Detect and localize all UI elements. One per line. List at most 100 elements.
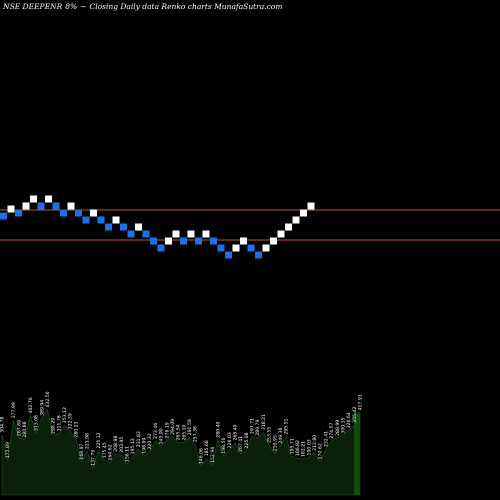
volume-label: 313.08 [34, 415, 40, 431]
renko-brick [23, 203, 30, 210]
volume-label: 198.99 [142, 438, 148, 454]
volume-label: 289.79 [255, 420, 261, 436]
volume-label: 195.71 [289, 438, 295, 454]
renko-brick [45, 196, 52, 203]
renko-brick [98, 217, 105, 224]
volume-label: 257.38 [193, 426, 199, 442]
volume-label: 402.76 [28, 397, 34, 413]
volume-label: 168.97 [79, 443, 85, 459]
volume-label: 245.90 [159, 428, 165, 444]
renko-brick [30, 196, 37, 203]
volume-label: 175.89 [5, 442, 11, 458]
volume-label: 355.42 [352, 407, 358, 423]
volume-label: 389.94 [39, 400, 45, 416]
volume-label: 265.40 [233, 424, 239, 440]
renko-brick [53, 203, 60, 210]
renko-brick [143, 231, 150, 238]
renko-brick [90, 210, 97, 217]
volume-label: 207.41 [238, 436, 244, 452]
volume-label: 326.64 [346, 412, 352, 428]
renko-brick [60, 210, 67, 217]
volume-label: 182.21 [301, 441, 307, 457]
renko-brick [293, 217, 300, 224]
volume-label: 170.62 [318, 443, 324, 459]
volume-label: 186.82 [295, 440, 301, 456]
renko-brick [120, 224, 127, 231]
volume-label: 294.09 [170, 419, 176, 435]
volume-label: 322.39 [68, 413, 74, 429]
renko-brick [233, 245, 240, 252]
renko-brick [218, 245, 225, 252]
renko-brick [15, 210, 22, 217]
renko-brick [38, 203, 45, 210]
volume-label: 208.98 [113, 436, 119, 452]
volume-label: 156.11 [125, 446, 131, 462]
renko-brick [255, 252, 262, 259]
renko-bricks [0, 196, 315, 259]
volume-label: 298.29 [51, 418, 57, 434]
volume-label: 164.62 [108, 444, 114, 460]
volume-bar-last [354, 412, 360, 495]
renko-brick [113, 217, 120, 224]
renko-brick [225, 252, 232, 259]
volume-label: 231.82 [136, 431, 142, 447]
volume-label: 232.41 [323, 431, 329, 447]
volume-label: 353.12 [62, 407, 68, 423]
renko-brick [210, 238, 217, 245]
renko-brick [105, 224, 112, 231]
volume-label: 203.95 [119, 437, 125, 453]
volume-label: 225.12 [96, 432, 102, 448]
renko-brick [278, 231, 285, 238]
renko-brick [240, 238, 247, 245]
volume-label: 265.54 [176, 424, 182, 440]
volume-label: 318.21 [261, 414, 267, 430]
renko-brick [270, 238, 277, 245]
renko-brick [158, 245, 165, 252]
volume-label: 300.35 [341, 417, 347, 433]
renko-brick [8, 206, 15, 213]
renko-brick [248, 245, 255, 252]
renko-brick [128, 231, 135, 238]
volume-label: 225.08 [244, 432, 250, 448]
renko-brick [300, 210, 307, 217]
volume-label: 220.32 [147, 433, 153, 449]
renko-brick [150, 238, 157, 245]
volume-label: 311.78 [56, 415, 62, 431]
volume-label: 417.91 [358, 394, 364, 410]
volume-label: 432.56 [45, 391, 51, 407]
volume-label: 287.89 [17, 420, 23, 436]
volume-label: 253.55 [267, 427, 273, 443]
volume-label: 304.78 [0, 417, 6, 433]
renko-brick [203, 231, 210, 238]
volume-label: 274.57 [329, 423, 335, 439]
renko-brick [180, 238, 187, 245]
volume-label: 265.10 [181, 424, 187, 440]
volume-label: 195.13 [130, 438, 136, 454]
volume-label: 226.03 [227, 432, 233, 448]
volume-label: 377.99 [11, 402, 17, 418]
renko-brick [135, 224, 142, 231]
volume-label: 280.40 [215, 421, 221, 437]
volume-label: 291.59 [187, 419, 193, 435]
volume-label: 273.46 [153, 423, 159, 439]
renko-brick [308, 203, 315, 210]
renko-brick [285, 224, 292, 231]
volume-label: 185.68 [204, 440, 210, 456]
renko-brick [263, 245, 270, 252]
volume-label: 210.95 [272, 435, 278, 451]
volume-label: 297.71 [250, 418, 256, 434]
volume-label: 288.99 [335, 420, 341, 436]
volume-label: 190.03 [306, 439, 312, 455]
volume-label: 221.98 [85, 433, 91, 449]
renko-brick [83, 217, 90, 224]
volume-label: 276.19 [164, 422, 170, 438]
volume-label: 137.75 [90, 450, 96, 466]
renko-brick [68, 203, 75, 210]
renko-brick [173, 231, 180, 238]
volume-label: 249.36 [278, 428, 284, 444]
volume-label: 295.51 [284, 418, 290, 434]
volume-label: 198.56 [221, 438, 227, 454]
volume-label: 175.45 [102, 442, 108, 458]
